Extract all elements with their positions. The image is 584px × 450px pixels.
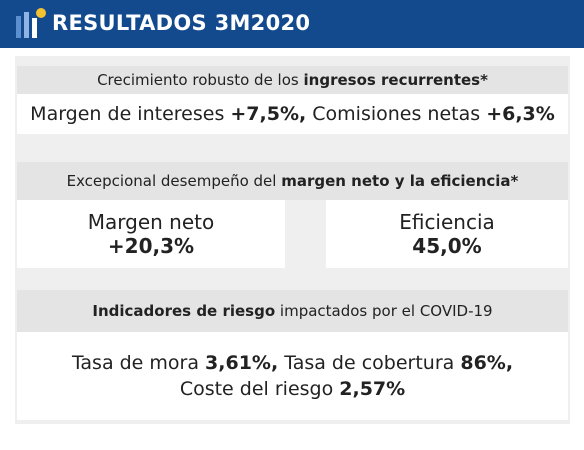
heading-text: impactados por el COVID-19 [279,302,493,320]
title: RESULTADOS 3M2020 [52,11,311,35]
heading-text: Crecimiento robusto de los [97,71,299,89]
heading-bold: margen neto y la eficiencia* [281,172,519,190]
heading-text: Excepcional desempeño del [66,172,277,190]
label: Eficiencia [399,210,495,234]
line: Coste del riesgo 2,57% [17,376,568,402]
metric-lines: Tasa de mora 3,61%, Tasa de cobertura 86… [17,332,568,420]
heading-bold: Indicadores de riesgo [92,302,276,320]
value: +6,3% [486,103,555,125]
value: 45,0% [412,234,482,258]
header-bar: RESULTADOS 3M2020 [0,0,584,48]
value: 86%, [460,352,514,374]
logo [16,8,46,38]
label: Coste del riesgo [179,378,334,400]
label: Tasa de cobertura [284,352,455,374]
heading-bold: ingresos recurrentes* [303,71,488,89]
metric-box: Margen neto +20,3% [17,200,285,268]
value: 3,61%, [205,352,279,374]
section-heading: Crecimiento robusto de los ingresos recu… [17,66,568,94]
metric-line: Margen de intereses +7,5%, Comisiones ne… [17,94,568,134]
value: +7,5%, [230,103,307,125]
label: Comisiones netas [312,103,481,125]
value: +20,3% [107,234,195,258]
label: Margen neto [87,210,215,234]
value: 2,57% [339,378,406,400]
section-heading: Excepcional desempeño del margen neto y … [17,162,568,200]
line: Tasa de mora 3,61%, Tasa de cobertura 86… [17,350,568,376]
label: Margen de intereses [30,103,225,125]
section-heading: Indicadores de riesgo impactados por el … [17,290,568,332]
metric-box: Eficiencia 45,0% [326,200,568,268]
label: Tasa de mora [71,352,199,374]
